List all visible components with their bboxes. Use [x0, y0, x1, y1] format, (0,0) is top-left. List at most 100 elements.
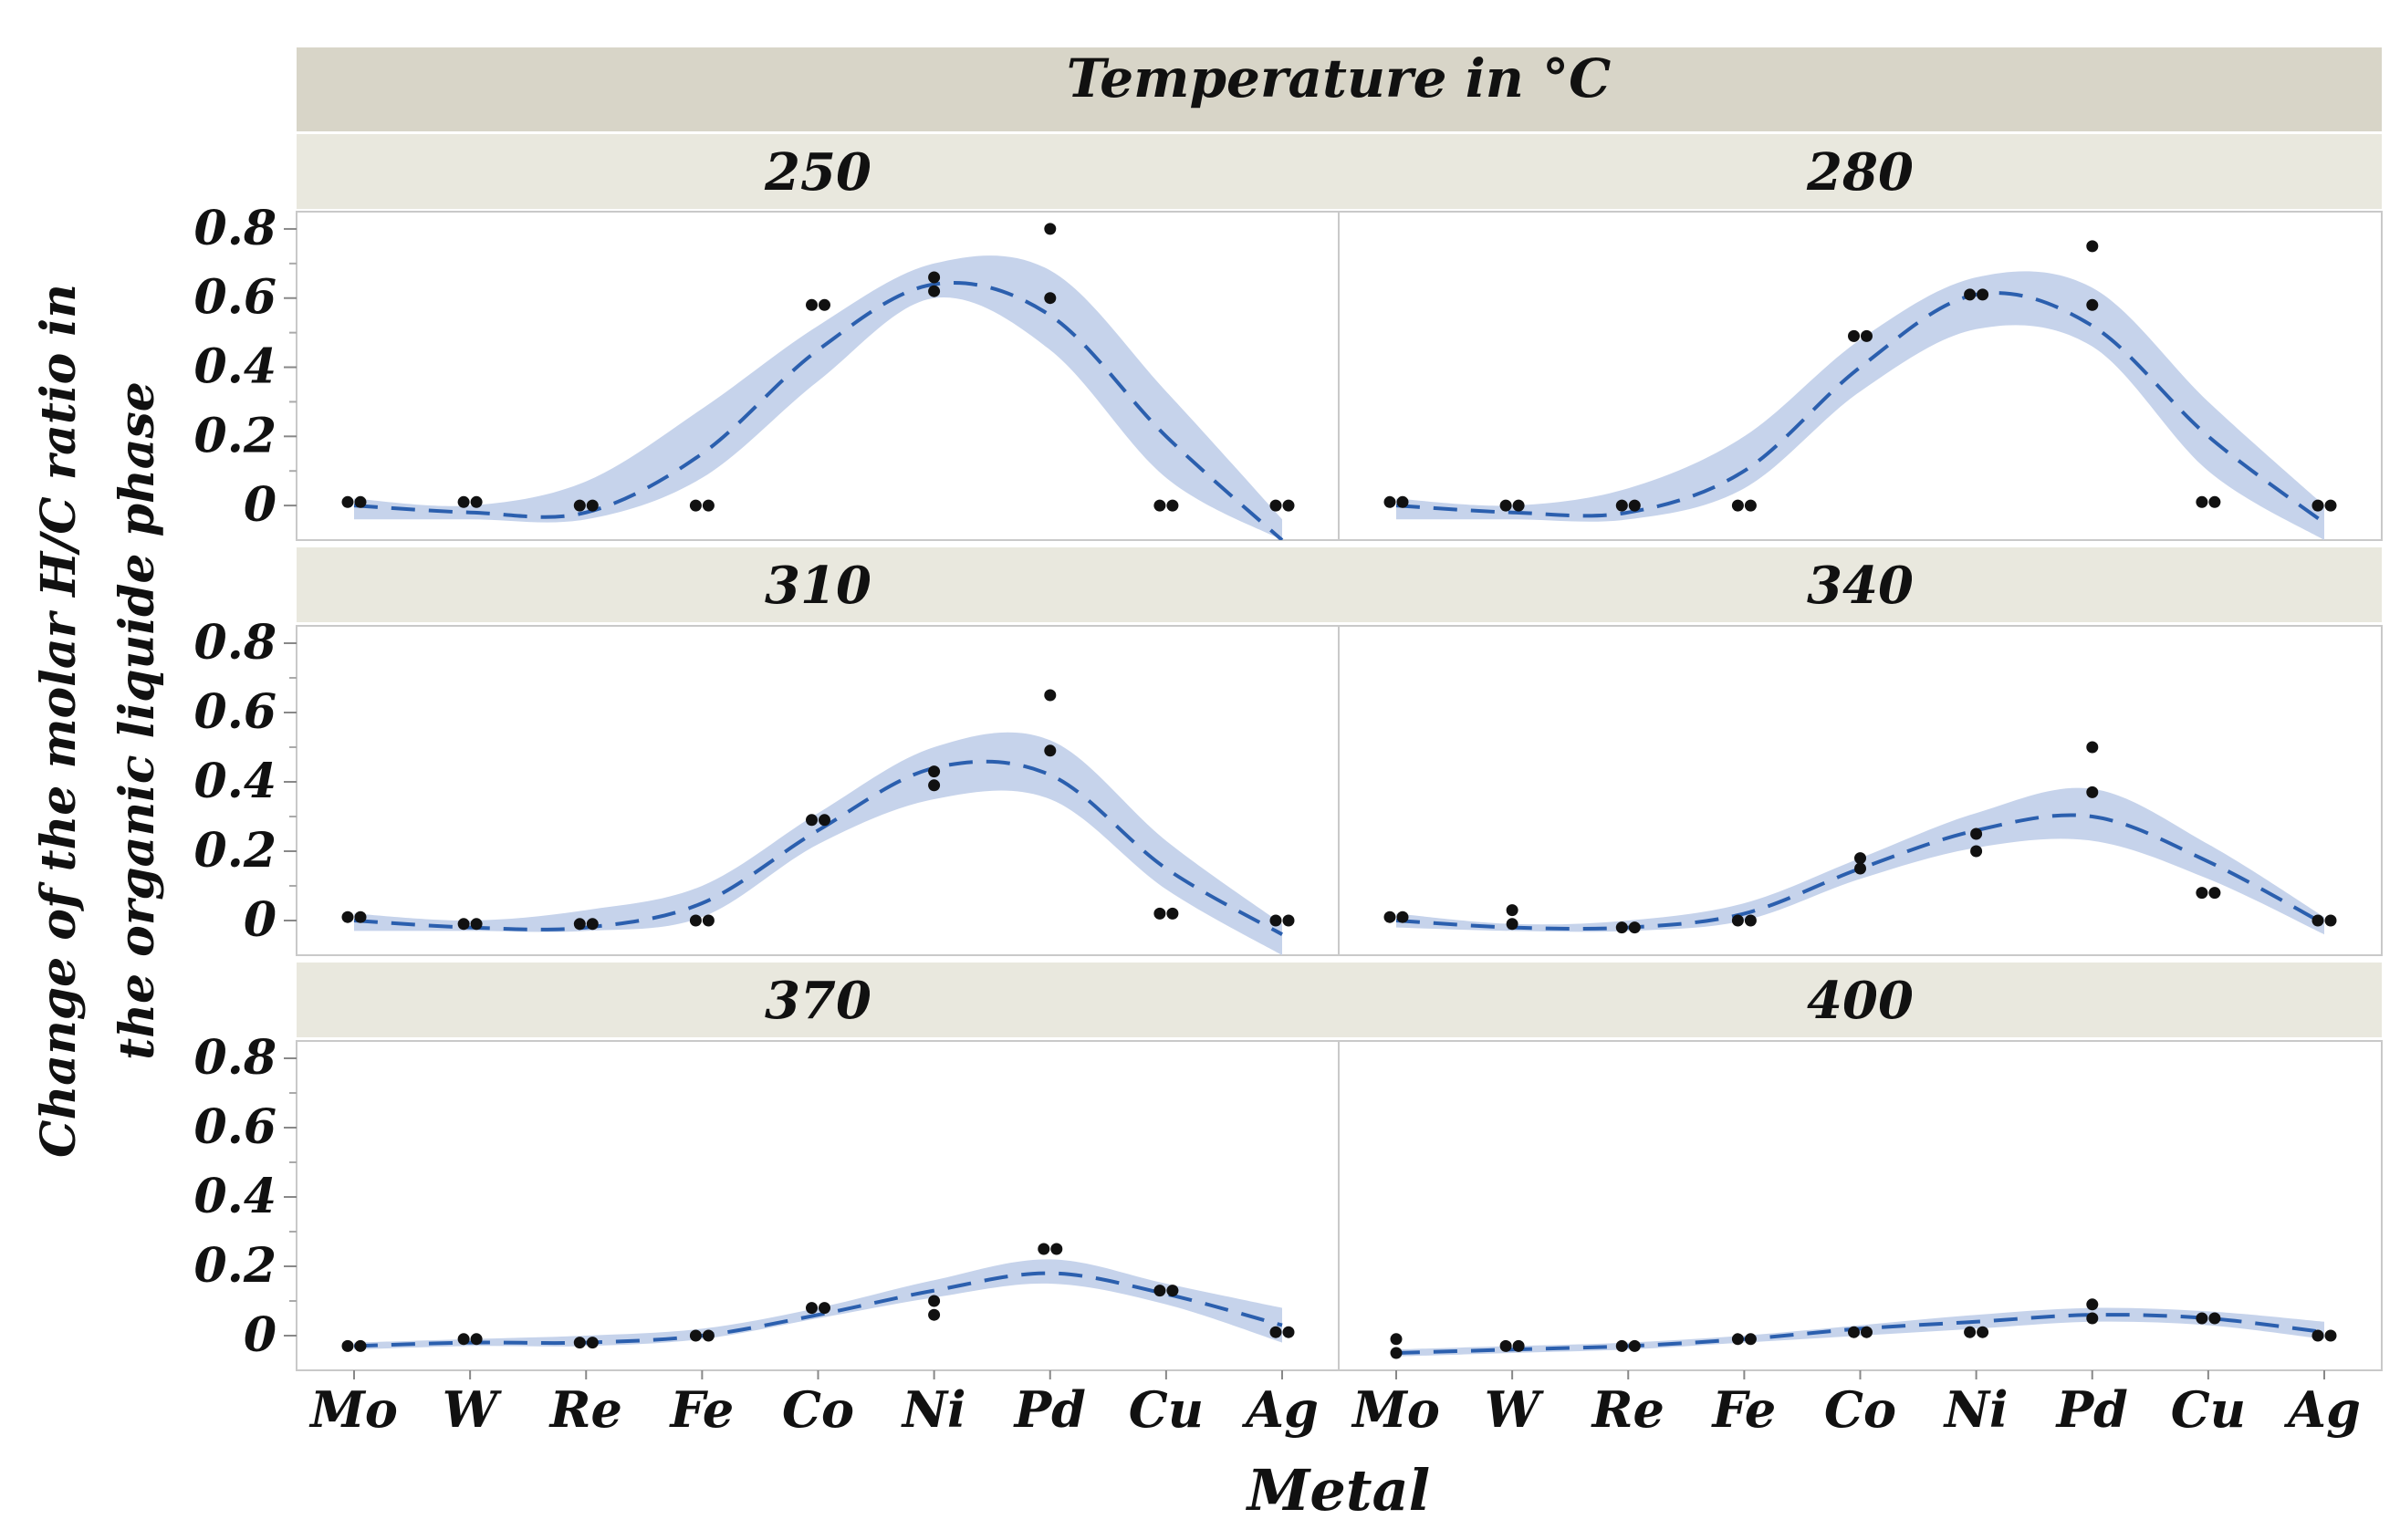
data-point-w: [457, 495, 470, 508]
data-point-w: [1499, 1339, 1512, 1352]
data-point-ni: [928, 779, 941, 792]
data-point-mo: [1390, 1347, 1403, 1359]
data-point-w: [470, 495, 483, 508]
confidence-band: [354, 255, 1282, 540]
data-point-fe: [689, 499, 702, 512]
panel-title: 310: [765, 556, 871, 616]
data-point-ni: [928, 1295, 941, 1307]
data-point-ag: [1269, 914, 1282, 927]
data-point-mo: [1383, 910, 1396, 923]
data-point-re: [1615, 499, 1628, 512]
x-tick-label-re: Re: [1591, 1380, 1664, 1439]
x-tick-label-ag: Ag: [2283, 1380, 2361, 1439]
data-point-pd: [1038, 1243, 1050, 1255]
panel-title: 400: [1807, 971, 1914, 1031]
panel-340: 340: [1338, 547, 2383, 956]
panel-header: [1339, 547, 2382, 622]
data-point-mo: [341, 495, 354, 508]
data-point-w: [1506, 904, 1518, 917]
data-point-w: [470, 918, 483, 931]
data-point-co: [819, 814, 830, 827]
panel-280: 280: [1338, 134, 2383, 541]
data-point-pd: [2086, 1312, 2099, 1325]
data-point-cu: [2196, 1312, 2208, 1325]
x-tick-label-mo: Mo: [1351, 1380, 1440, 1439]
panel-title: 250: [764, 142, 871, 203]
data-point-mo: [1383, 495, 1396, 508]
fit-line: [353, 759, 1283, 936]
plot-frame: [296, 1040, 1341, 1371]
data-point-re: [1615, 921, 1628, 934]
data-point-cu: [1166, 1285, 1179, 1297]
data-point-mo: [1396, 910, 1409, 923]
data-point-cu: [1166, 907, 1179, 920]
data-point-pd: [2086, 786, 2099, 798]
data-point-fe: [689, 1329, 702, 1342]
data-point-co: [806, 1302, 818, 1315]
confidence-band: [354, 1259, 1282, 1350]
data-point-fe: [702, 914, 715, 927]
fit-line: [353, 1271, 1283, 1348]
data-point-ag: [1282, 914, 1295, 927]
data-point-ni: [928, 765, 941, 778]
data-point-co: [1848, 329, 1860, 342]
x-tick-label-pd: Pd: [1013, 1380, 1086, 1439]
y-tick-label: 0.4: [194, 754, 277, 809]
fit-line: [1395, 1313, 2325, 1355]
data-point-mo: [1390, 1333, 1403, 1346]
data-point-re: [586, 918, 599, 931]
x-tick-label-w: W: [443, 1380, 503, 1439]
data-point-pd: [1050, 1243, 1063, 1255]
y-tick-label: 0.6: [194, 684, 277, 740]
data-point-re: [1628, 921, 1641, 934]
panel-400: 400 Mo W Re Fe Co Ni Pd Cu Ag: [1338, 962, 2383, 1439]
data-point-re: [1628, 1339, 1641, 1352]
data-point-re: [573, 1337, 586, 1349]
data-point-co: [1854, 862, 1866, 875]
y-tick-label: 0.2: [194, 1238, 277, 1294]
data-point-co: [1848, 1326, 1860, 1338]
x-tick-label-w: W: [1485, 1380, 1545, 1439]
data-point-fe: [689, 914, 702, 927]
y-tick-label: 0.8: [194, 201, 277, 256]
data-point-fe: [1744, 499, 1757, 512]
data-point-re: [586, 1337, 599, 1349]
data-point-ni: [928, 285, 941, 297]
panels-layer: 250 0 0.2 0.4 0.6 0.8 280 310 0 0.2 0.4 0.6 0.8 340 37…: [194, 134, 2383, 1439]
x-tick-label-mo: Mo: [308, 1380, 398, 1439]
panel-header: [297, 962, 1340, 1037]
data-point-w: [457, 918, 470, 931]
confidence-band: [1396, 271, 2324, 540]
y-tick-label: 0.2: [194, 408, 277, 463]
x-tick-label-fe: Fe: [1711, 1380, 1777, 1439]
confidence-band: [354, 732, 1282, 955]
y-axis-title-line-1: Change of the molar H/C ratio in: [31, 284, 87, 1158]
panel-header: [297, 134, 1340, 209]
data-point-ni: [1964, 1326, 1977, 1338]
data-point-w: [457, 1333, 470, 1346]
x-tick-label-co: Co: [782, 1380, 854, 1439]
data-point-cu: [1153, 499, 1166, 512]
data-point-pd: [2086, 741, 2099, 754]
y-axis-title-line-2: the organic liquide phase: [110, 381, 165, 1060]
data-point-cu: [1166, 499, 1179, 512]
data-point-fe: [702, 1329, 715, 1342]
data-point-w: [470, 1333, 483, 1346]
x-tick-label-ag: Ag: [1241, 1380, 1319, 1439]
panel-header: [1339, 962, 2382, 1037]
data-point-fe: [1744, 914, 1757, 927]
y-tick-label: 0: [244, 1307, 277, 1363]
data-point-ag: [1282, 1326, 1295, 1338]
panel-title: 340: [1807, 556, 1914, 616]
data-point-pd: [2086, 298, 2099, 311]
data-point-ni: [928, 271, 941, 284]
data-point-co: [819, 298, 830, 311]
data-point-fe: [1744, 1333, 1757, 1346]
x-tick-label-cu: Cu: [2171, 1380, 2246, 1439]
data-point-mo: [341, 1339, 354, 1352]
fit-line: [1395, 291, 2326, 525]
data-point-cu: [2208, 495, 2221, 508]
panel-header: [1339, 134, 2382, 209]
data-point-co: [806, 814, 818, 827]
